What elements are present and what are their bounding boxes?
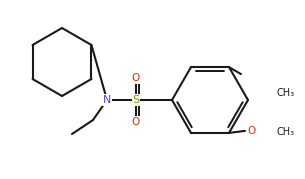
Text: CH₃: CH₃	[277, 88, 295, 98]
Text: CH₃: CH₃	[277, 127, 295, 137]
Text: O: O	[132, 73, 140, 83]
Text: S: S	[132, 95, 140, 105]
Text: O: O	[248, 126, 256, 136]
Text: O: O	[132, 117, 140, 127]
Text: N: N	[103, 95, 111, 105]
